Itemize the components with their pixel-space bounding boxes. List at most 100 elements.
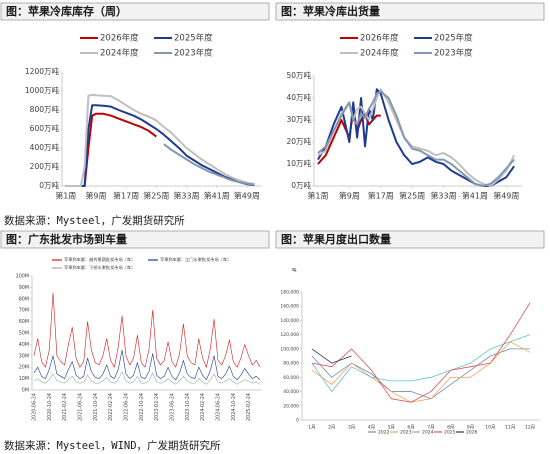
x-tick-label: 2022-02-24 [108,393,114,421]
y-tick-label: 1200万吨 [25,66,60,76]
y-tick-label: 20万吨 [286,136,311,146]
y-tick-label: 180,000 [280,290,299,296]
series-line [33,292,261,368]
y-tick-label: 50万吨 [286,70,311,80]
panel-header [275,230,545,249]
y-tick-label: 10M [19,376,29,382]
y-tick-label: 80M [19,296,29,302]
x-tick-label: 7月 [427,425,434,431]
series-line [65,93,255,187]
panel-title: 图：苹果冷库库存（周） [6,4,127,18]
series-line [311,341,531,403]
x-tick-label: 2021-10-24 [93,393,99,421]
x-tick-label: 第49周 [493,191,519,201]
x-tick-label: 2021-02-24 [62,393,68,421]
x-tick-label: 第49周 [234,191,260,201]
y-tick-label: 60,000 [283,375,299,381]
y-tick-label: 50M [19,331,29,337]
legend-label: 2024年度 [360,48,399,59]
legend-label: 2025年度 [434,33,473,44]
y-tick-label: 100,000 [280,346,299,352]
x-tick-label: 第1周 [307,191,328,201]
y-tick-label: 160,000 [280,304,299,310]
x-tick-label: 第41周 [462,191,488,201]
series-line [311,348,531,400]
x-tick-label: 2020-10-24 [47,393,53,421]
panel-header [0,2,270,21]
x-tick-label: 11月 [505,425,515,431]
y-tick-label: 140,000 [280,318,299,324]
x-tick-label: 9月 [467,425,474,431]
legend-label: 苹果到车量：下桥水果批发市场（车） [64,264,135,271]
y-tick-label: 100M [16,274,29,280]
x-tick-label: 2月 [328,425,335,431]
panel-header [0,230,270,249]
legend-label: 2022 [378,430,390,436]
y-tick-label: 0万吨 [291,180,311,190]
y-tick-label: 20M [19,365,29,371]
y-tick-label: 10万吨 [286,158,311,168]
x-tick-label: 第41周 [204,191,230,201]
x-tick-label: 2020-06-24 [31,393,37,421]
series-line [311,334,531,392]
legend-label: 2026 [466,430,478,436]
legend-label: 2023 [400,430,412,436]
legend-label: 2026年度 [100,33,139,44]
legend-label: 2025 [444,430,456,436]
x-tick-label: 2024-02-24 [200,393,206,421]
y-tick-label: 40M [19,342,29,348]
series-line [317,90,515,187]
x-tick-label: 4月 [368,425,375,431]
y-tick-label: 0 [296,418,299,424]
x-tick-label: 2024-06-24 [215,393,221,421]
y-tick-label: 1000万吨 [25,85,60,95]
legend-label: 2023年度 [434,48,473,59]
series-line [311,348,352,364]
x-tick-label: 2023-10-24 [185,393,191,421]
y-tick-label: 800万吨 [30,104,60,114]
x-tick-label: 2022-10-24 [139,393,145,421]
legend-label: 苹果到车量：越秀果蔬批发市场（车） [64,256,135,263]
y-tick-label: 40万吨 [286,92,311,102]
source-note: 数据来源：Mysteel，WIND，广发期货研究所 [4,439,221,452]
x-tick-label: 第9周 [339,191,360,201]
y-tick-label: 30万吨 [286,114,311,124]
y-tick-label: 200万吨 [30,161,60,171]
x-tick-label: 第33周 [173,191,199,201]
x-tick-label: 2021-06-24 [77,393,83,421]
legend-label: 2026年度 [360,33,399,44]
x-tick-label: 第1周 [55,191,76,201]
y-tick-label: 120,000 [280,332,299,338]
y-tick-label: 40,000 [283,389,299,395]
series-line [33,349,261,381]
x-tick-label: 第17周 [368,191,394,201]
x-tick-label: 2023-06-24 [169,393,175,421]
x-tick-label: 8月 [447,425,454,431]
x-tick-label: 3月 [348,425,355,431]
legend-label: 2024年度 [100,48,139,59]
x-tick-label: 第25周 [399,191,425,201]
y-tick-label: 600万吨 [30,123,60,133]
panel-header [275,2,545,21]
y-tick-label: 90M [19,285,29,291]
x-tick-label: 第9周 [85,191,106,201]
x-tick-label: 2022-06-24 [123,393,129,421]
series-line [311,302,531,403]
x-tick-label: 1月 [308,425,315,431]
x-tick-label: 2024-10-24 [231,393,237,421]
y-axis-label: 吨 [292,267,297,274]
legend-label: 2023年度 [174,48,213,59]
x-tick-label: 2025-02-24 [246,393,252,421]
y-tick-label: 400万吨 [30,142,60,152]
series-line [33,371,261,385]
panel-title: 图：苹果月度出口数量 [281,232,391,246]
series-line [163,143,255,186]
x-tick-label: 第17周 [113,191,139,201]
series-line [65,104,255,187]
y-tick-label: 30M [19,353,29,359]
panel-title: 图：广东批发市场到车量 [6,232,127,246]
y-tick-label: 80,000 [283,361,299,367]
legend-label: 2024 [422,430,434,436]
x-tick-label: 12月 [525,425,535,431]
